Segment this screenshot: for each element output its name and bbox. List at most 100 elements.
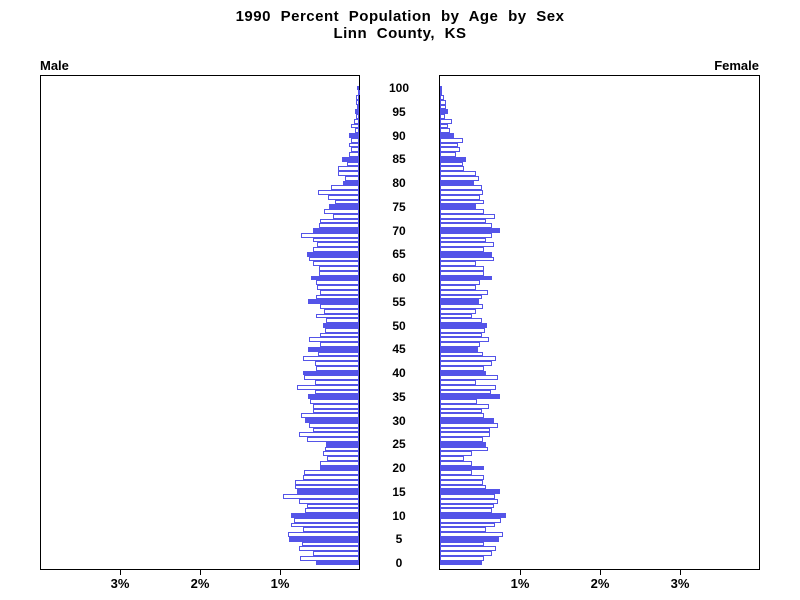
female-bar-age-12 xyxy=(440,503,495,509)
female-bar-age-63 xyxy=(440,261,476,267)
male-bar-age-94 xyxy=(355,114,359,119)
female-bar-age-54 xyxy=(440,304,484,309)
age-axis-label-15: 15 xyxy=(392,484,406,499)
female-bar-age-46 xyxy=(440,342,480,347)
male-bar-age-35 xyxy=(307,394,359,400)
male-bar-age-66 xyxy=(313,247,359,252)
female-bar-age-33 xyxy=(440,403,489,409)
chart-subtitle: Linn County, KS xyxy=(333,25,467,42)
male-bar-age-63 xyxy=(313,261,359,267)
age-axis-label-20: 20 xyxy=(392,461,406,475)
female-bar-age-10 xyxy=(440,513,507,518)
male-bar-age-65 xyxy=(307,251,359,257)
female-bar-age-21 xyxy=(440,460,472,466)
male-bar-age-15 xyxy=(296,489,359,495)
female-bar-age-97 xyxy=(440,99,447,105)
female-bar-age-89 xyxy=(440,137,464,143)
male-bar-age-46 xyxy=(319,342,359,347)
female-bar-age-32 xyxy=(440,408,482,414)
male-bar-age-32 xyxy=(312,408,359,414)
female-panel-label: Female xyxy=(714,58,759,73)
female-bar-age-40 xyxy=(440,370,487,376)
male-bar-age-60 xyxy=(311,275,359,281)
male-bar-age-4 xyxy=(302,541,359,547)
female-bar-age-62 xyxy=(440,266,484,271)
male-panel-label: Male xyxy=(40,58,69,73)
female-bar-age-67 xyxy=(440,242,495,248)
age-axis-label-35: 35 xyxy=(392,389,406,404)
male-bar-age-59 xyxy=(315,280,359,286)
male-bar-age-96 xyxy=(356,104,359,110)
age-axis-label-65: 65 xyxy=(392,247,406,262)
male-bar-age-54 xyxy=(319,304,359,309)
male-bar-age-50 xyxy=(323,323,359,328)
female-bar-age-85 xyxy=(440,156,466,162)
female-bar-age-60 xyxy=(440,275,492,281)
male-bar-age-100 xyxy=(356,85,359,91)
female-bar-age-5 xyxy=(440,536,500,542)
female-axis-tick-label-1pct: 1% xyxy=(510,576,530,591)
male-bar-age-34 xyxy=(310,399,359,404)
male-axis-tick-label-3pct: 3% xyxy=(110,576,130,591)
age-axis-label-30: 30 xyxy=(392,413,406,428)
female-bar-age-86 xyxy=(440,152,456,157)
male-bar-age-88 xyxy=(348,142,359,148)
axis-tick-female-3pct xyxy=(680,570,681,575)
female-bar-age-100 xyxy=(440,85,443,91)
male-bar-age-36 xyxy=(315,389,359,395)
male-bar-age-64 xyxy=(308,256,359,262)
male-bar-age-26 xyxy=(307,437,359,442)
male-bar-age-39 xyxy=(303,375,359,381)
male-bar-age-87 xyxy=(351,147,359,153)
male-bar-age-25 xyxy=(326,441,359,447)
male-bar-age-23 xyxy=(323,451,359,457)
male-bar-age-61 xyxy=(319,270,359,276)
male-bar-age-37 xyxy=(296,384,359,390)
male-bar-age-14 xyxy=(283,494,359,499)
female-axis-tick-label-3pct: 3% xyxy=(670,576,690,591)
female-bar-age-92 xyxy=(440,123,448,129)
female-bar-age-79 xyxy=(440,185,482,191)
female-bar-age-28 xyxy=(440,427,490,433)
male-bar-age-73 xyxy=(332,213,359,219)
male-bar-age-40 xyxy=(303,370,359,376)
female-bar-age-30 xyxy=(440,418,494,423)
male-bar-age-5 xyxy=(288,536,359,542)
female-bar-age-19 xyxy=(440,470,472,476)
female-bar-age-69 xyxy=(440,232,492,238)
female-bar-age-95 xyxy=(440,109,448,115)
male-bar-age-71 xyxy=(319,223,359,229)
female-bar-age-24 xyxy=(440,446,488,452)
female-bar-age-82 xyxy=(440,171,476,176)
age-axis-label-100: 100 xyxy=(388,81,410,95)
male-bar-age-53 xyxy=(323,308,359,314)
age-axis-label-95: 95 xyxy=(392,104,406,119)
male-bar-age-67 xyxy=(317,242,359,248)
male-bar-age-72 xyxy=(319,218,359,224)
female-bar-age-71 xyxy=(440,223,492,229)
age-axis-label-40: 40 xyxy=(392,366,406,380)
male-bar-age-98 xyxy=(355,95,359,100)
female-bar-age-34 xyxy=(440,399,477,404)
male-bar-age-31 xyxy=(301,413,359,419)
male-bar-age-81 xyxy=(344,175,359,181)
male-bar-age-90 xyxy=(349,133,359,138)
female-bar-age-81 xyxy=(440,175,480,181)
female-bar-age-78 xyxy=(440,190,484,195)
male-axis-tick-label-2pct: 2% xyxy=(190,576,210,591)
age-axis-label-0: 0 xyxy=(395,556,403,570)
male-bar-age-86 xyxy=(349,152,359,157)
male-bar-age-57 xyxy=(319,289,359,295)
age-axis-label-5: 5 xyxy=(395,532,403,547)
female-bar-age-47 xyxy=(440,337,489,343)
male-bar-age-9 xyxy=(294,517,359,523)
female-bar-age-25 xyxy=(440,441,486,447)
male-bar-age-7 xyxy=(303,527,359,533)
male-bar-age-83 xyxy=(338,166,359,172)
male-bar-age-89 xyxy=(351,137,359,143)
male-bar-age-58 xyxy=(317,285,359,290)
male-bar-age-62 xyxy=(319,266,359,271)
male-bar-age-92 xyxy=(351,123,359,129)
female-bar-age-98 xyxy=(440,95,444,100)
female-bar-age-70 xyxy=(440,228,500,233)
